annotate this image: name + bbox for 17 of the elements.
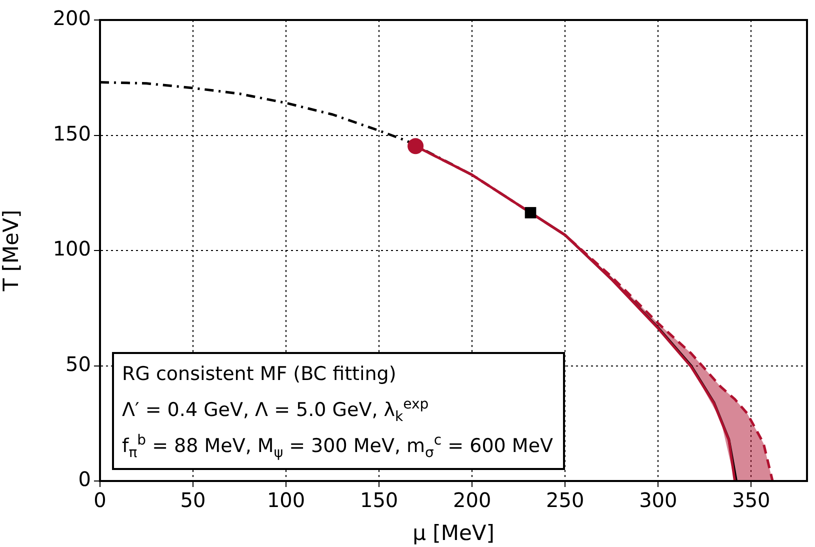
x-tick-label: 350 bbox=[732, 488, 770, 512]
y-tick-label: 0 bbox=[78, 467, 91, 492]
y-tick-label: 150 bbox=[52, 121, 91, 146]
x-tick-label: 100 bbox=[266, 488, 306, 512]
x-tick-label: 200 bbox=[453, 488, 492, 512]
text: f$_{π}$$^{b}$ = 88 MeV, M$_{ψ}$ = 300 MeV, m$_{σ}$$^{c}$ = 600 MeV bbox=[122, 432, 554, 461]
y-tick-label: 200 bbox=[52, 6, 91, 30]
x-tick-label: 250 bbox=[546, 488, 584, 512]
annotation: RG consistent MF (BC fitting) bbox=[122, 362, 398, 387]
y-axis-title: T [MeV] bbox=[0, 210, 24, 292]
x-tick-label: 0 bbox=[94, 488, 106, 512]
x-axis-title: μ [MeV] bbox=[412, 520, 494, 545]
x-tick-label: 300 bbox=[639, 488, 678, 512]
y-tick-label: 100 bbox=[52, 236, 91, 261]
y-tick-label: 50 bbox=[66, 352, 91, 376]
x-tick-label: 150 bbox=[360, 488, 398, 512]
x-tick-label: 50 bbox=[180, 488, 206, 512]
